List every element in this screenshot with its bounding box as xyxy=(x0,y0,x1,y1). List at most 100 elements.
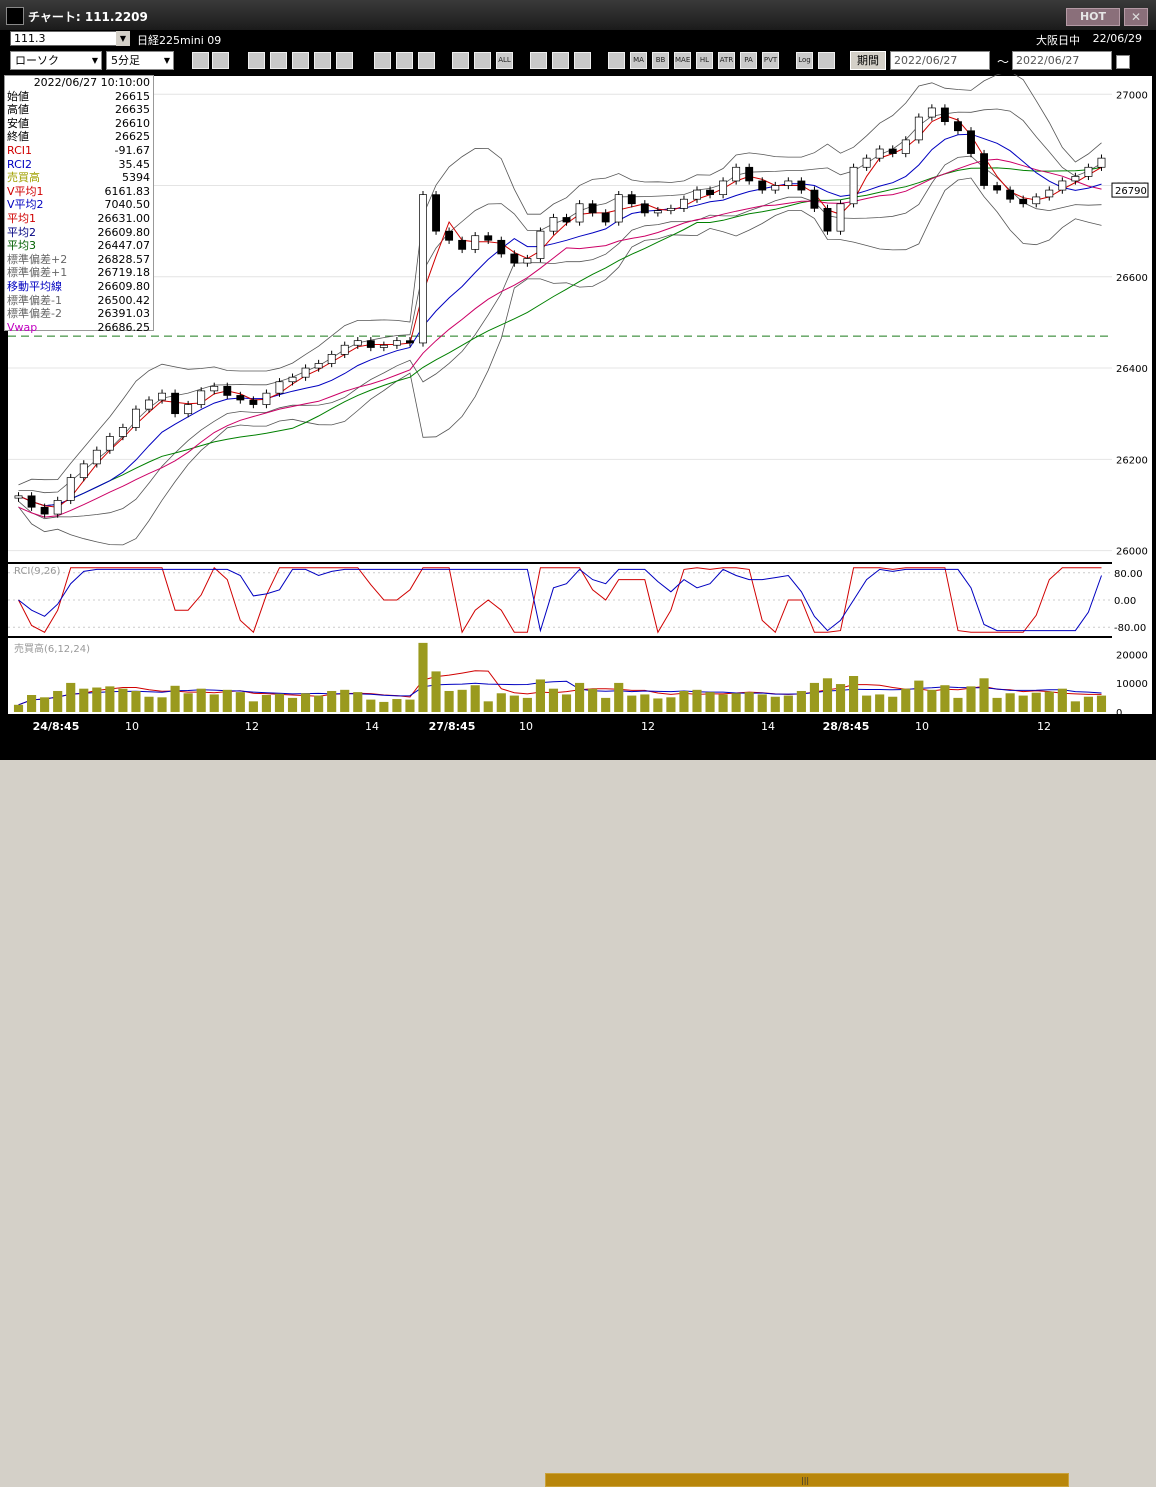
candle-body xyxy=(575,203,584,223)
band-lower2 xyxy=(18,177,1102,546)
tool-zoom-icon[interactable] xyxy=(192,52,209,69)
candle-body xyxy=(92,449,101,465)
tool-atr-icon[interactable]: ATR xyxy=(718,52,735,69)
interval-select[interactable]: 5分足 ▼ xyxy=(106,51,174,70)
info-row-label: RCI2 xyxy=(7,157,33,171)
volume-bar xyxy=(627,695,637,712)
tool-arrow-icon[interactable] xyxy=(396,52,413,69)
info-row-value: 26500.42 xyxy=(97,293,151,307)
date-from-input[interactable]: 2022/06/27 xyxy=(890,51,990,70)
chart-area[interactable]: 2700026800266002640026200260002679080.00… xyxy=(0,74,1156,736)
symbol-code-input[interactable]: 111.3 xyxy=(10,31,120,46)
volume-bar xyxy=(27,695,37,712)
volume-bar xyxy=(379,701,389,712)
window-titlebar: チャート: 111.2209 HOT ✕ xyxy=(0,0,1156,30)
current-price-label: 26790 xyxy=(1115,186,1147,197)
option-checkbox[interactable] xyxy=(1116,55,1130,69)
symbol-dropdown-icon[interactable]: ▼ xyxy=(116,31,130,46)
info-row-label: 始値 xyxy=(7,89,29,103)
volume-bar xyxy=(679,690,689,712)
tool-search-icon[interactable] xyxy=(270,52,287,69)
volume-bar xyxy=(418,642,428,712)
tool-color-icon[interactable] xyxy=(574,52,591,69)
volume-bar xyxy=(535,679,545,712)
candle-body xyxy=(158,392,166,401)
tool-pen-icon[interactable] xyxy=(552,52,569,69)
candle-body xyxy=(601,212,610,223)
hot-button[interactable]: HOT xyxy=(1066,8,1120,26)
tool-boxplot-icon[interactable] xyxy=(474,52,491,69)
chart-type-select[interactable]: ローソク ▼ xyxy=(10,51,102,70)
tool-all-icon[interactable]: ALL xyxy=(496,52,513,69)
tool-grey-icon[interactable] xyxy=(336,52,353,69)
price-axis xyxy=(1112,76,1152,714)
candle-body xyxy=(458,239,467,250)
info-row-value: 26635 xyxy=(115,103,150,117)
tool-gr-icon[interactable] xyxy=(608,52,625,69)
info-row: 高値 26635 xyxy=(5,103,153,117)
volume-bar xyxy=(274,693,285,712)
tool-return-icon[interactable] xyxy=(418,52,435,69)
candle-body xyxy=(288,376,297,383)
tool-log-icon[interactable]: Log xyxy=(796,52,813,69)
tool-ichimoku-icon[interactable] xyxy=(530,52,547,69)
volume-bar xyxy=(575,682,585,712)
candle-body xyxy=(836,203,845,232)
tool-line-icon[interactable] xyxy=(374,52,391,69)
volume-bar xyxy=(614,682,624,712)
volume-label: 売買高(6,12,24) xyxy=(14,642,90,655)
time-axis-label: 14 xyxy=(761,720,775,733)
volume-bar xyxy=(431,671,441,712)
info-row-value: 26631.00 xyxy=(97,211,151,225)
period-button[interactable]: 期間 xyxy=(850,51,886,70)
volume-bar xyxy=(862,695,872,712)
volume-bar xyxy=(287,697,298,712)
candle-body xyxy=(275,381,284,394)
candle-body xyxy=(614,194,623,223)
volume-bar xyxy=(496,693,506,712)
candle-body xyxy=(954,121,962,132)
date-range-tilde: 〜 xyxy=(997,55,1010,69)
info-row-label: 標準偏差+2 xyxy=(7,252,68,266)
volume-bar xyxy=(248,701,258,712)
tool-bar-icon[interactable] xyxy=(292,52,309,69)
candle-body xyxy=(353,340,362,346)
volume-bar xyxy=(940,685,950,712)
candle-body xyxy=(562,217,571,223)
info-row-value: 26828.57 xyxy=(97,252,151,266)
candle-body xyxy=(223,385,232,396)
candle-body xyxy=(680,198,688,209)
tool-candle-icon[interactable] xyxy=(452,52,469,69)
candle-body xyxy=(745,166,754,182)
price-panel xyxy=(8,76,1112,562)
volume-bar xyxy=(849,676,859,712)
info-row-value: 7040.50 xyxy=(104,198,151,212)
scroll-grip-icon[interactable]: ||| xyxy=(801,1476,810,1485)
tool-pt-icon[interactable] xyxy=(818,52,835,69)
tool-mae-icon[interactable]: MAE xyxy=(674,52,691,69)
volume-bar xyxy=(809,682,819,712)
candle-body xyxy=(653,210,662,214)
tool-hl-icon[interactable]: HL xyxy=(696,52,713,69)
tool-cross-icon[interactable] xyxy=(314,52,331,69)
tool-ruler-icon[interactable] xyxy=(212,52,229,69)
volume-bar xyxy=(783,695,793,712)
tool-pvt-icon[interactable]: PVT xyxy=(762,52,779,69)
date-to-input[interactable]: 2022/06/27 xyxy=(1012,51,1112,70)
candle-body xyxy=(40,506,49,515)
close-button[interactable]: ✕ xyxy=(1124,8,1148,26)
time-axis-label: 14 xyxy=(365,720,379,733)
info-row-label: 標準偏差+1 xyxy=(7,266,68,280)
volume-bar xyxy=(340,689,350,712)
candle-body xyxy=(27,495,36,508)
ma2-line xyxy=(18,133,1102,507)
tool-ma-icon[interactable]: MA xyxy=(630,52,647,69)
price-tick-label: 27000 xyxy=(1116,90,1148,101)
tool-pa-icon[interactable]: PA xyxy=(740,52,757,69)
tool-bb-icon[interactable]: BB xyxy=(652,52,669,69)
volume-bar xyxy=(1018,695,1028,712)
tool-cursor-icon[interactable] xyxy=(248,52,265,69)
volume-bar xyxy=(79,688,89,712)
chevron-down-icon: ▼ xyxy=(163,56,170,65)
time-scrollbar[interactable]: ||| xyxy=(545,1473,1069,1487)
